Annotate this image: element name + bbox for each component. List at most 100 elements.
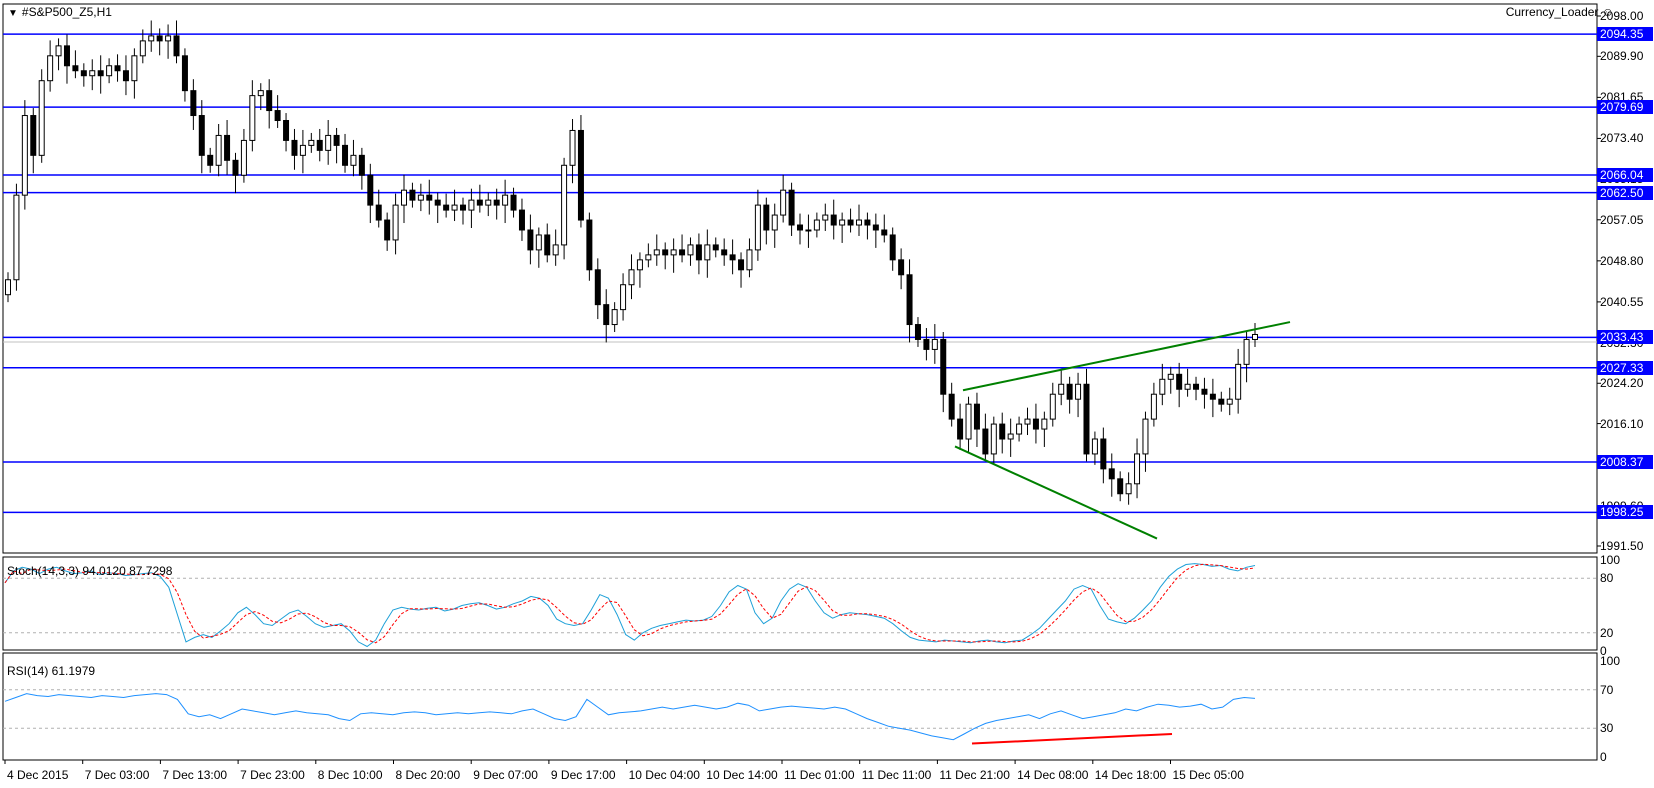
level-price-tag: 2079.69	[1597, 100, 1653, 115]
price-tick-label: 2073.40	[1600, 131, 1644, 146]
bull-candle	[1075, 383, 1082, 400]
bear-candle	[181, 55, 188, 92]
bear-candle	[97, 70, 104, 77]
bear-candle	[1201, 388, 1208, 395]
time-tick-label: 10 Dec 14:00	[706, 768, 778, 782]
bear-candle	[493, 199, 500, 206]
price-tick-label: 2016.10	[1600, 416, 1644, 431]
time-tick-label: 7 Dec 13:00	[162, 768, 228, 782]
lower-trend-line	[954, 445, 1158, 540]
time-tick-label: 9 Dec 17:00	[550, 768, 616, 782]
bear-candle	[603, 304, 610, 326]
bull-candle	[1058, 383, 1065, 395]
upper-trend-line	[962, 321, 1291, 392]
bull-candle	[1184, 383, 1191, 390]
rsi-tick-label: 70	[1600, 682, 1614, 697]
bear-candle	[738, 259, 745, 271]
bull-candle	[38, 80, 45, 156]
level-price-tag: 2094.35	[1597, 27, 1653, 42]
bear-candle	[30, 115, 37, 156]
bull-candle	[1235, 363, 1242, 400]
bear-candle	[577, 129, 584, 221]
rsi-panel-frame	[2, 652, 1598, 761]
time-tick-label: 7 Dec 23:00	[240, 768, 305, 782]
bear-candle	[695, 244, 702, 261]
bull-candle	[308, 139, 315, 146]
rsi-tick-label: 100	[1600, 654, 1621, 668]
bear-candle	[1066, 383, 1073, 400]
bull-candle	[257, 90, 264, 97]
bull-candle	[215, 134, 222, 166]
stoch-tick-label: 20	[1600, 625, 1614, 640]
bear-candle	[847, 219, 854, 226]
bear-candle	[443, 204, 450, 211]
bull-candle	[1091, 438, 1098, 455]
bull-candle	[1024, 418, 1031, 425]
bull-candle	[704, 244, 711, 261]
bear-candle	[358, 154, 365, 176]
bear-candle	[316, 139, 323, 151]
indicator-loader-label[interactable]: Currency_Loader ☺	[1505, 5, 1614, 19]
bull-candle	[561, 164, 568, 246]
bull-candle	[21, 115, 28, 196]
bear-candle	[872, 224, 879, 231]
bear-candle	[266, 90, 273, 112]
bear-candle	[973, 403, 980, 430]
bear-candle	[940, 338, 947, 395]
bull-candle	[645, 254, 652, 261]
stoch-tick-label: 100	[1600, 553, 1621, 567]
bull-candle	[1134, 453, 1141, 485]
bull-candle	[55, 45, 62, 57]
time-tick-label: 8 Dec 10:00	[317, 768, 383, 782]
level-price-tag: 2066.04	[1597, 168, 1653, 183]
bear-candle	[384, 219, 391, 241]
rsi-tick-label: 30	[1600, 721, 1614, 736]
bear-candle	[679, 249, 686, 256]
bear-candle	[72, 65, 79, 72]
bull-candle	[485, 199, 492, 206]
time-tick-label: 4 Dec 2015	[7, 768, 69, 782]
time-tick-label: 9 Dec 07:00	[473, 768, 538, 782]
level-price-tag: 2062.50	[1597, 185, 1653, 200]
bear-candle	[283, 120, 290, 141]
bear-candle	[426, 194, 433, 201]
price-tick-label: 2024.20	[1600, 376, 1644, 391]
bear-candle	[864, 219, 871, 226]
symbol-title[interactable]: ▼ #S&P500_Z5,H1	[8, 5, 112, 21]
bear-candle	[712, 244, 719, 251]
bear-candle	[156, 35, 163, 42]
bear-candle	[63, 45, 70, 67]
bull-candle	[299, 144, 306, 156]
stoch-tick-label: 80	[1600, 571, 1614, 586]
bull-candle	[611, 309, 618, 326]
price-tick-label: 2089.90	[1600, 49, 1644, 64]
bear-candle	[274, 110, 281, 122]
level-price-tag: 2027.33	[1597, 360, 1653, 375]
bull-candle	[535, 234, 542, 251]
dropdown-arrow-icon[interactable]: ▼	[8, 8, 18, 19]
bull-candle	[569, 129, 576, 166]
rsi-line	[4, 693, 1256, 741]
bear-candle	[114, 65, 121, 72]
bull-candle	[1125, 483, 1132, 495]
bear-candle	[342, 144, 349, 166]
bear-candle	[80, 70, 87, 77]
bear-candle	[291, 139, 298, 156]
price-tick-label: 2057.05	[1600, 212, 1644, 227]
bear-candle	[527, 229, 534, 251]
bull-candle	[1243, 338, 1250, 365]
bull-candle	[670, 249, 677, 256]
bear-candle	[198, 115, 205, 156]
bear-candle	[662, 249, 669, 256]
bull-candle	[13, 194, 20, 281]
bear-candle	[914, 324, 921, 340]
bear-candle	[333, 134, 340, 146]
bull-candle	[636, 259, 643, 271]
bear-candle	[375, 204, 382, 221]
bear-candle	[510, 194, 517, 211]
time-tick-label: 11 Dec 11:00	[861, 768, 932, 782]
time-tick-label: 11 Dec 21:00	[939, 768, 1010, 782]
rsi-label: RSI(14) 61.1979	[7, 664, 96, 678]
bear-candle	[948, 393, 955, 420]
